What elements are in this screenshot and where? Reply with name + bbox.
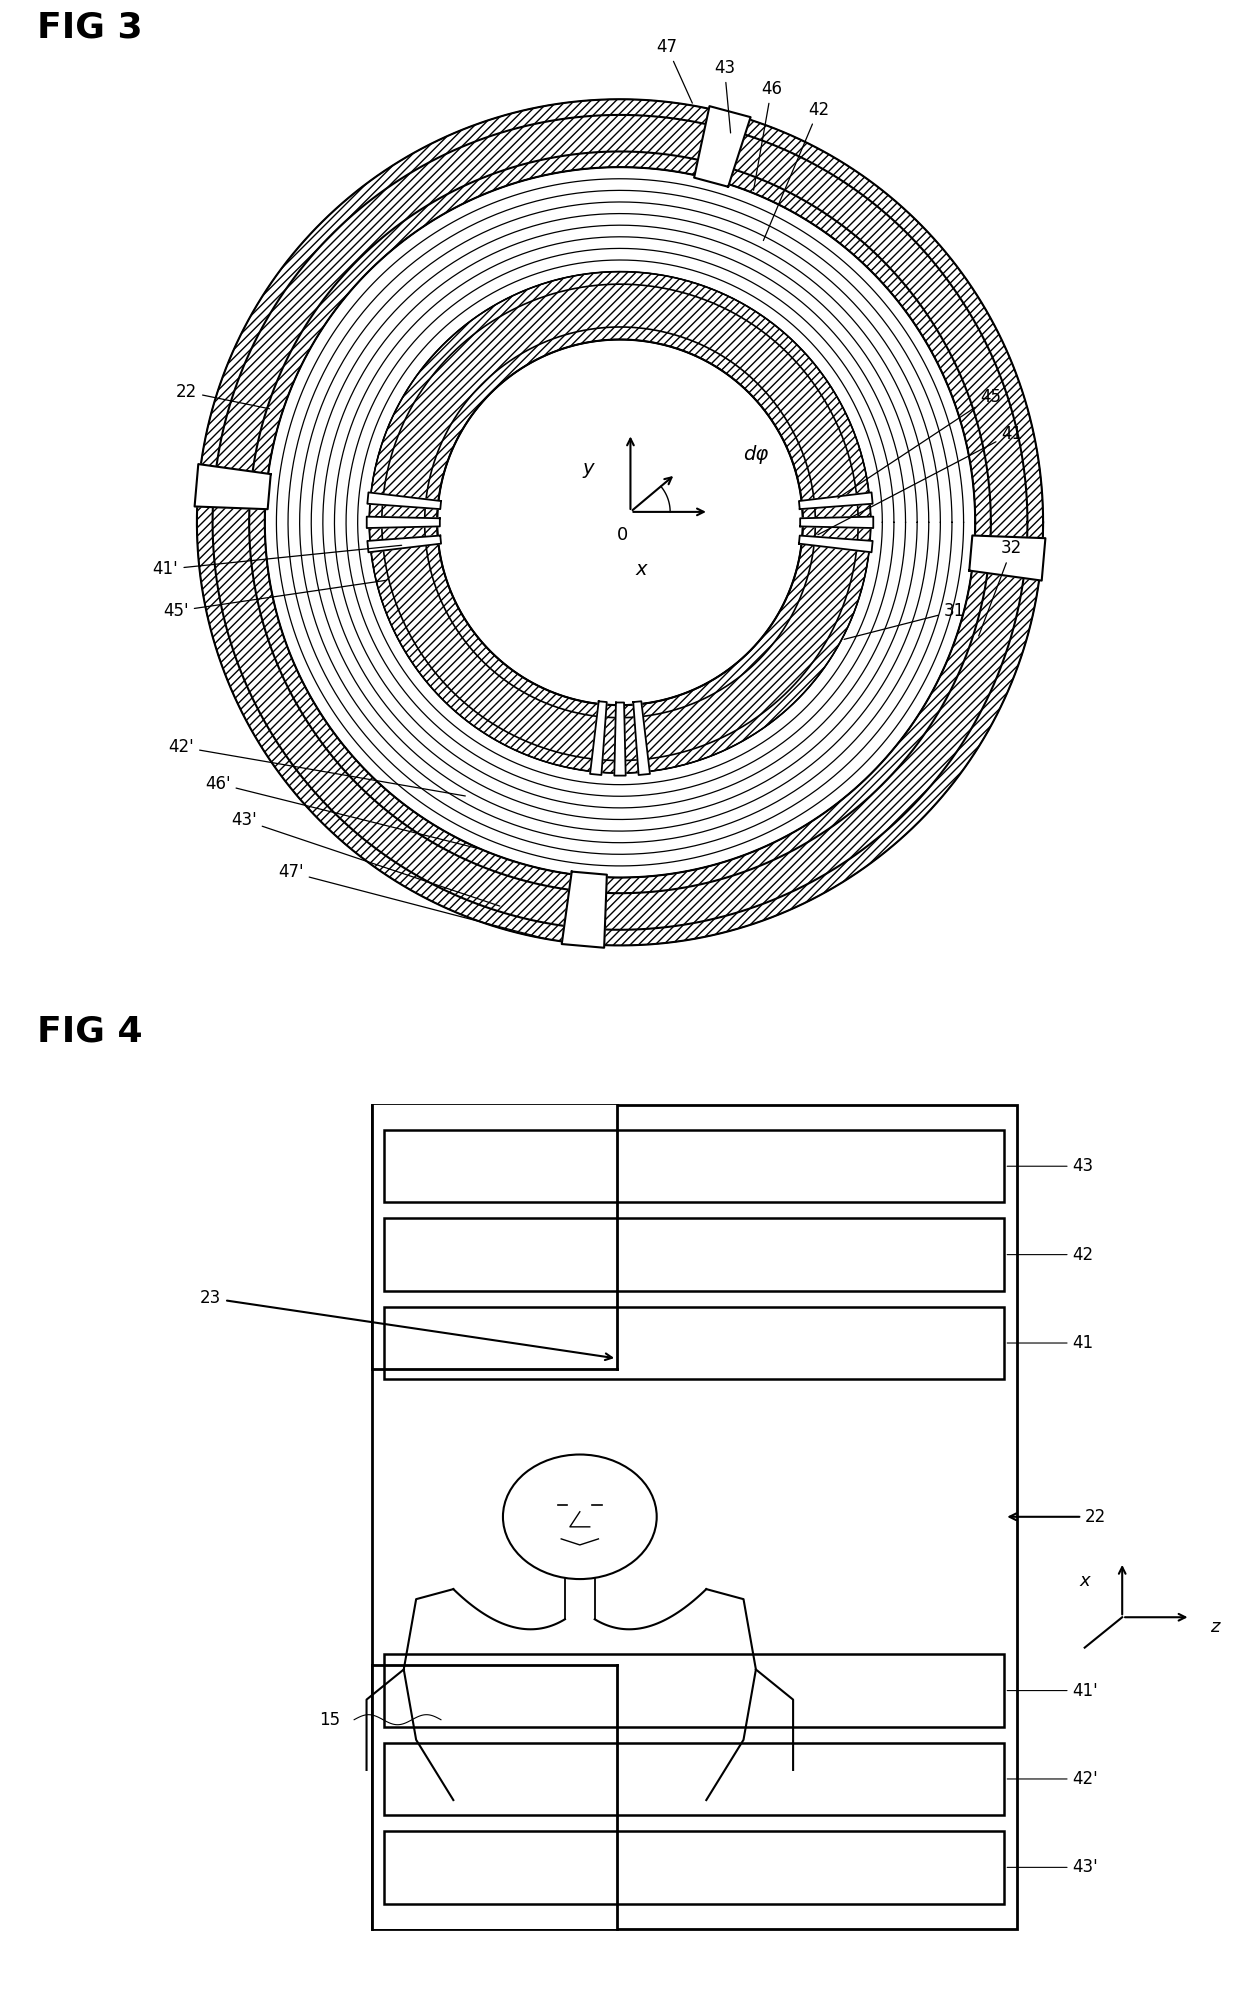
Text: FIG 3: FIG 3 [37,10,143,44]
Text: 15: 15 [319,1712,340,1728]
Polygon shape [614,703,626,775]
Text: 41': 41' [1007,1682,1099,1700]
Polygon shape [367,536,441,552]
Text: 46: 46 [754,80,782,191]
Text: 23: 23 [200,1290,613,1360]
Polygon shape [367,516,440,528]
Polygon shape [799,492,873,508]
Text: 42: 42 [764,100,830,241]
Text: 47: 47 [656,38,692,102]
Text: 0: 0 [616,526,627,544]
Text: 41: 41 [818,424,1022,534]
Circle shape [443,346,797,699]
Text: 45': 45' [164,581,387,621]
Text: 43: 43 [1007,1157,1094,1175]
Text: 41: 41 [1007,1334,1094,1352]
Bar [372,1105,1017,1929]
Bar [384,1742,1004,1816]
Bar [384,1308,1004,1380]
Text: 45: 45 [838,388,1002,498]
Text: dφ: dφ [743,444,769,464]
Text: 32: 32 [978,540,1022,637]
Text: FIG 4: FIG 4 [37,1015,143,1049]
Polygon shape [634,701,650,775]
Text: x: x [635,561,646,579]
Text: 42: 42 [1007,1246,1094,1264]
Bar [384,1655,1004,1726]
Bar [372,1665,618,1929]
Polygon shape [590,701,606,775]
Text: 43: 43 [714,58,735,133]
Polygon shape [800,516,873,528]
Text: 42': 42' [1007,1770,1099,1788]
Polygon shape [562,872,606,948]
Text: 47': 47' [278,864,544,938]
Polygon shape [970,536,1045,581]
Polygon shape [195,464,270,508]
Bar [384,1129,1004,1201]
Text: 46': 46' [205,775,479,848]
Text: 43': 43' [231,812,500,906]
Text: x: x [1080,1573,1090,1591]
Polygon shape [367,492,441,508]
Bar [384,1832,1004,1905]
Text: 42': 42' [169,737,465,796]
Text: y: y [583,460,594,478]
Text: 43': 43' [1007,1858,1099,1876]
Text: 22: 22 [1009,1509,1106,1525]
Bar [384,1217,1004,1292]
Text: 41': 41' [153,544,402,579]
Text: z: z [1210,1619,1220,1635]
Polygon shape [799,536,873,552]
Bar [372,1105,618,1368]
Polygon shape [694,106,750,187]
Text: 31: 31 [844,603,965,639]
Text: 22: 22 [176,384,269,408]
